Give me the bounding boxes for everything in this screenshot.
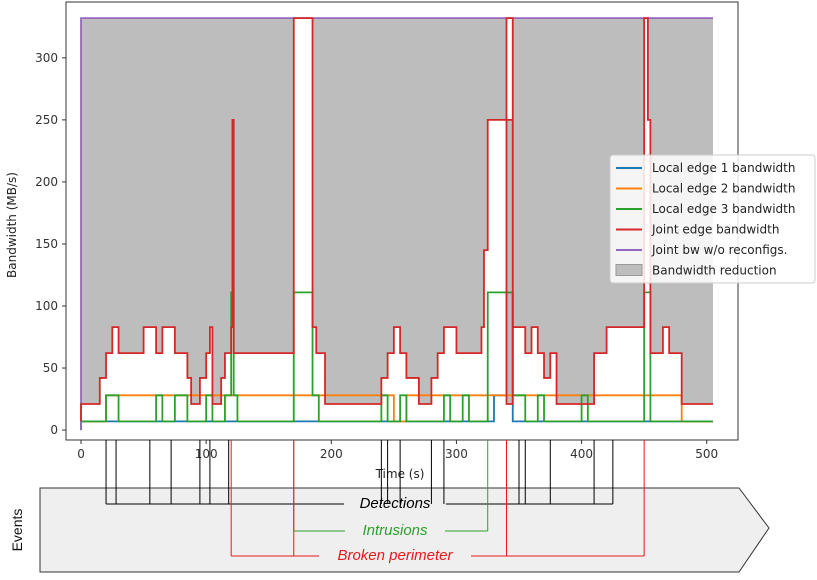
events-panel: Events Detections Intrusions Broken peri… xyxy=(9,440,770,573)
y-tick-label: 150 xyxy=(35,237,58,251)
legend: Local edge 1 bandwidth Local edge 2 bandw… xyxy=(609,154,816,284)
legend-label: Joint edge bandwidth xyxy=(651,223,779,237)
legend-label: Local edge 1 bandwidth xyxy=(652,161,795,175)
legend-label: Bandwidth reduction xyxy=(652,264,777,278)
events-arrow-shape xyxy=(39,487,770,573)
x-tick-label: 300 xyxy=(445,447,468,461)
y-tick-label: 50 xyxy=(43,361,58,375)
x-tick-label: 200 xyxy=(320,447,343,461)
series-line-2 xyxy=(81,394,713,423)
x-tick-label: 500 xyxy=(695,447,718,461)
y-tick-label: 100 xyxy=(35,299,58,313)
detections-label: Detections xyxy=(360,495,431,512)
legend-swatch xyxy=(615,264,643,276)
y-axis-label: Bandwidth (MB/s) xyxy=(5,172,19,278)
axis-ticks: 0 100 200 300 400 500 0 50 100 150 200 250 300 xyxy=(35,51,718,461)
broken-perimeter-label: Broken perimeter xyxy=(337,547,453,564)
x-tick-label: 100 xyxy=(195,447,218,461)
intrusions-label: Intrusions xyxy=(362,522,428,539)
legend-label: Local edge 2 bandwidth xyxy=(652,182,795,196)
y-tick-label: 300 xyxy=(35,51,58,65)
y-tick-label: 200 xyxy=(35,175,58,189)
y-tick-label: 250 xyxy=(35,113,58,127)
bandwidth-reduction-area xyxy=(81,18,713,422)
plot-area xyxy=(65,1,739,441)
x-tick-label: 0 xyxy=(77,447,85,461)
series-line-4 xyxy=(80,17,713,422)
legend-label: Joint bw w/o reconfigs. xyxy=(651,243,787,257)
legend-box xyxy=(609,154,816,284)
x-tick-label: 400 xyxy=(570,447,593,461)
event-connectors xyxy=(105,440,645,557)
events-title: Events xyxy=(9,509,25,552)
series-line-5 xyxy=(80,17,713,431)
legend-label: Local edge 3 bandwidth xyxy=(652,202,795,216)
x-axis-label: Time (s) xyxy=(375,467,425,481)
y-tick-label: 0 xyxy=(50,423,58,437)
